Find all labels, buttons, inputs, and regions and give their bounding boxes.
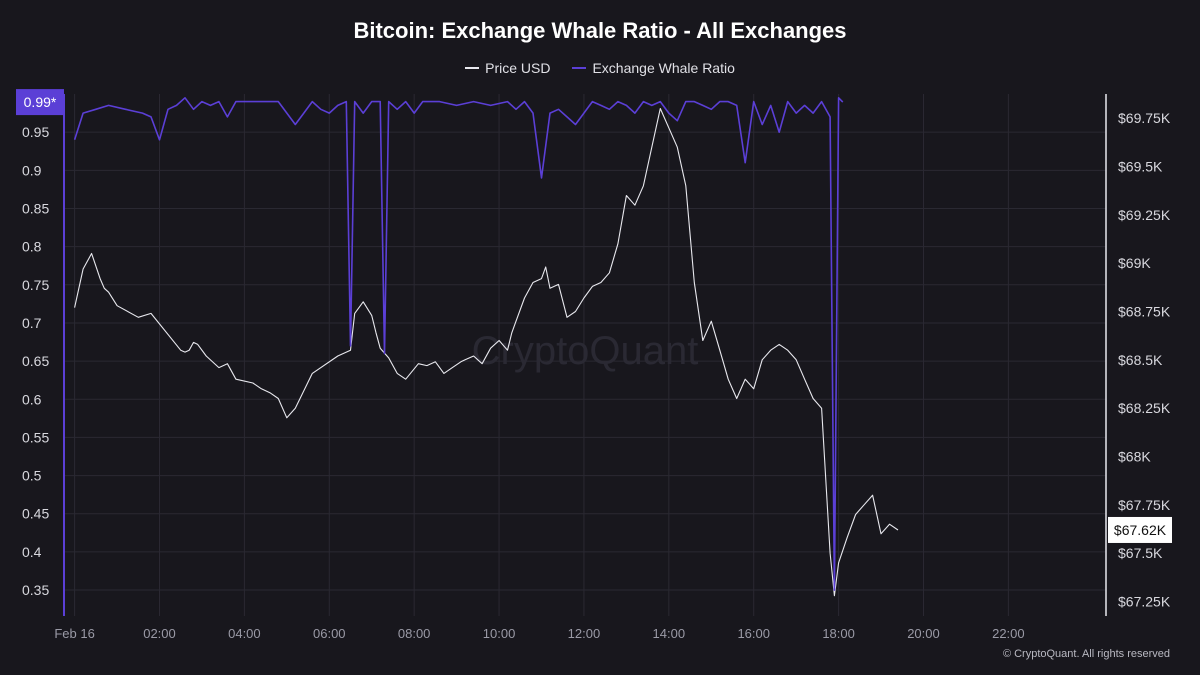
legend: Price USD Exchange Whale Ratio: [0, 60, 1200, 76]
y-left-tick-label: 0.9: [22, 162, 42, 178]
y-right-tick-label: $67.25K: [1118, 594, 1171, 610]
y-left-tick-label: 0.65: [22, 353, 49, 369]
y-right-tick-label: $68.5K: [1118, 352, 1163, 368]
y-left-tick-label: 0.6: [22, 391, 42, 407]
y-left-tick-label: 0.35: [22, 582, 49, 598]
y-right-tick-label: $68K: [1118, 449, 1151, 465]
y-right-tick-label: $69K: [1118, 255, 1151, 271]
x-tick-label: 04:00: [228, 626, 261, 641]
y-left-current-badge: [16, 89, 64, 116]
y-left-tick-label: 0.75: [22, 277, 49, 293]
x-tick-label: 16:00: [737, 626, 770, 641]
y-right-tick-label: $68.75K: [1118, 304, 1171, 320]
y-left-tick-label: 0.5: [22, 468, 42, 484]
x-tick-label: 06:00: [313, 626, 346, 641]
y-right-tick-label: $69.5K: [1118, 159, 1163, 175]
y-left-tick-label: 0.45: [22, 506, 49, 522]
badges: 0.99* $67.62K: [16, 89, 1172, 543]
legend-item-price[interactable]: Price USD: [465, 60, 550, 76]
legend-label-whale-ratio: Exchange Whale Ratio: [592, 60, 735, 76]
x-tick-label: 10:00: [483, 626, 516, 641]
x-tick-label: 14:00: [653, 626, 686, 641]
y-left-tick-label: 0.55: [22, 429, 49, 445]
y-left-tick-label: 0.4: [22, 544, 42, 560]
x-tick-label: 02:00: [143, 626, 176, 641]
legend-item-whale-ratio[interactable]: Exchange Whale Ratio: [572, 60, 735, 76]
y-right-current-label: $67.62K: [1114, 522, 1167, 538]
x-tick-label: 22:00: [992, 626, 1025, 641]
y-right-tick-label: $68.25K: [1118, 400, 1171, 416]
series-line-whale-ratio[interactable]: [73, 97, 844, 591]
watermark: CryptoQuant: [472, 329, 699, 373]
y-left-tick-label: 0.95: [22, 124, 49, 140]
y-right-current-badge: [1108, 516, 1172, 543]
series-line-price[interactable]: [74, 107, 899, 597]
legend-label-price: Price USD: [485, 60, 551, 76]
y-left-current-label: 0.99*: [24, 94, 57, 110]
y-left-tick-label: 0.8: [22, 239, 42, 255]
x-tick-label: Feb 16: [54, 626, 94, 641]
x-tick-label: 18:00: [822, 626, 855, 641]
legend-swatch-whale-ratio: [572, 67, 587, 69]
legend-swatch-price: [465, 67, 480, 69]
y-right-tick-label: $69.25K: [1118, 207, 1171, 223]
x-tick-label: 20:00: [907, 626, 940, 641]
x-tick-label: 12:00: [568, 626, 601, 641]
axes: 0.35 0.4 0.45 0.5 0.55 0.6 0.65 0.7 0.75 0.8 0.85 0…: [22, 94, 1171, 641]
y-left-tick-label: 0.7: [22, 315, 42, 331]
y-right-tick-label: $67.75K: [1118, 497, 1171, 513]
copyright-text: © CryptoQuant. All rights reserved: [1002, 648, 1170, 660]
x-tick-label: 08:00: [398, 626, 431, 641]
series-layer: [73, 97, 899, 597]
y-left-tick-label: 0.85: [22, 200, 49, 216]
grid: [64, 94, 1106, 616]
y-right-tick-label: $69.75K: [1118, 110, 1171, 126]
chart-title: Bitcoin: Exchange Whale Ratio - All Exch…: [353, 18, 847, 43]
y-right-tick-label: $67.5K: [1118, 545, 1163, 561]
